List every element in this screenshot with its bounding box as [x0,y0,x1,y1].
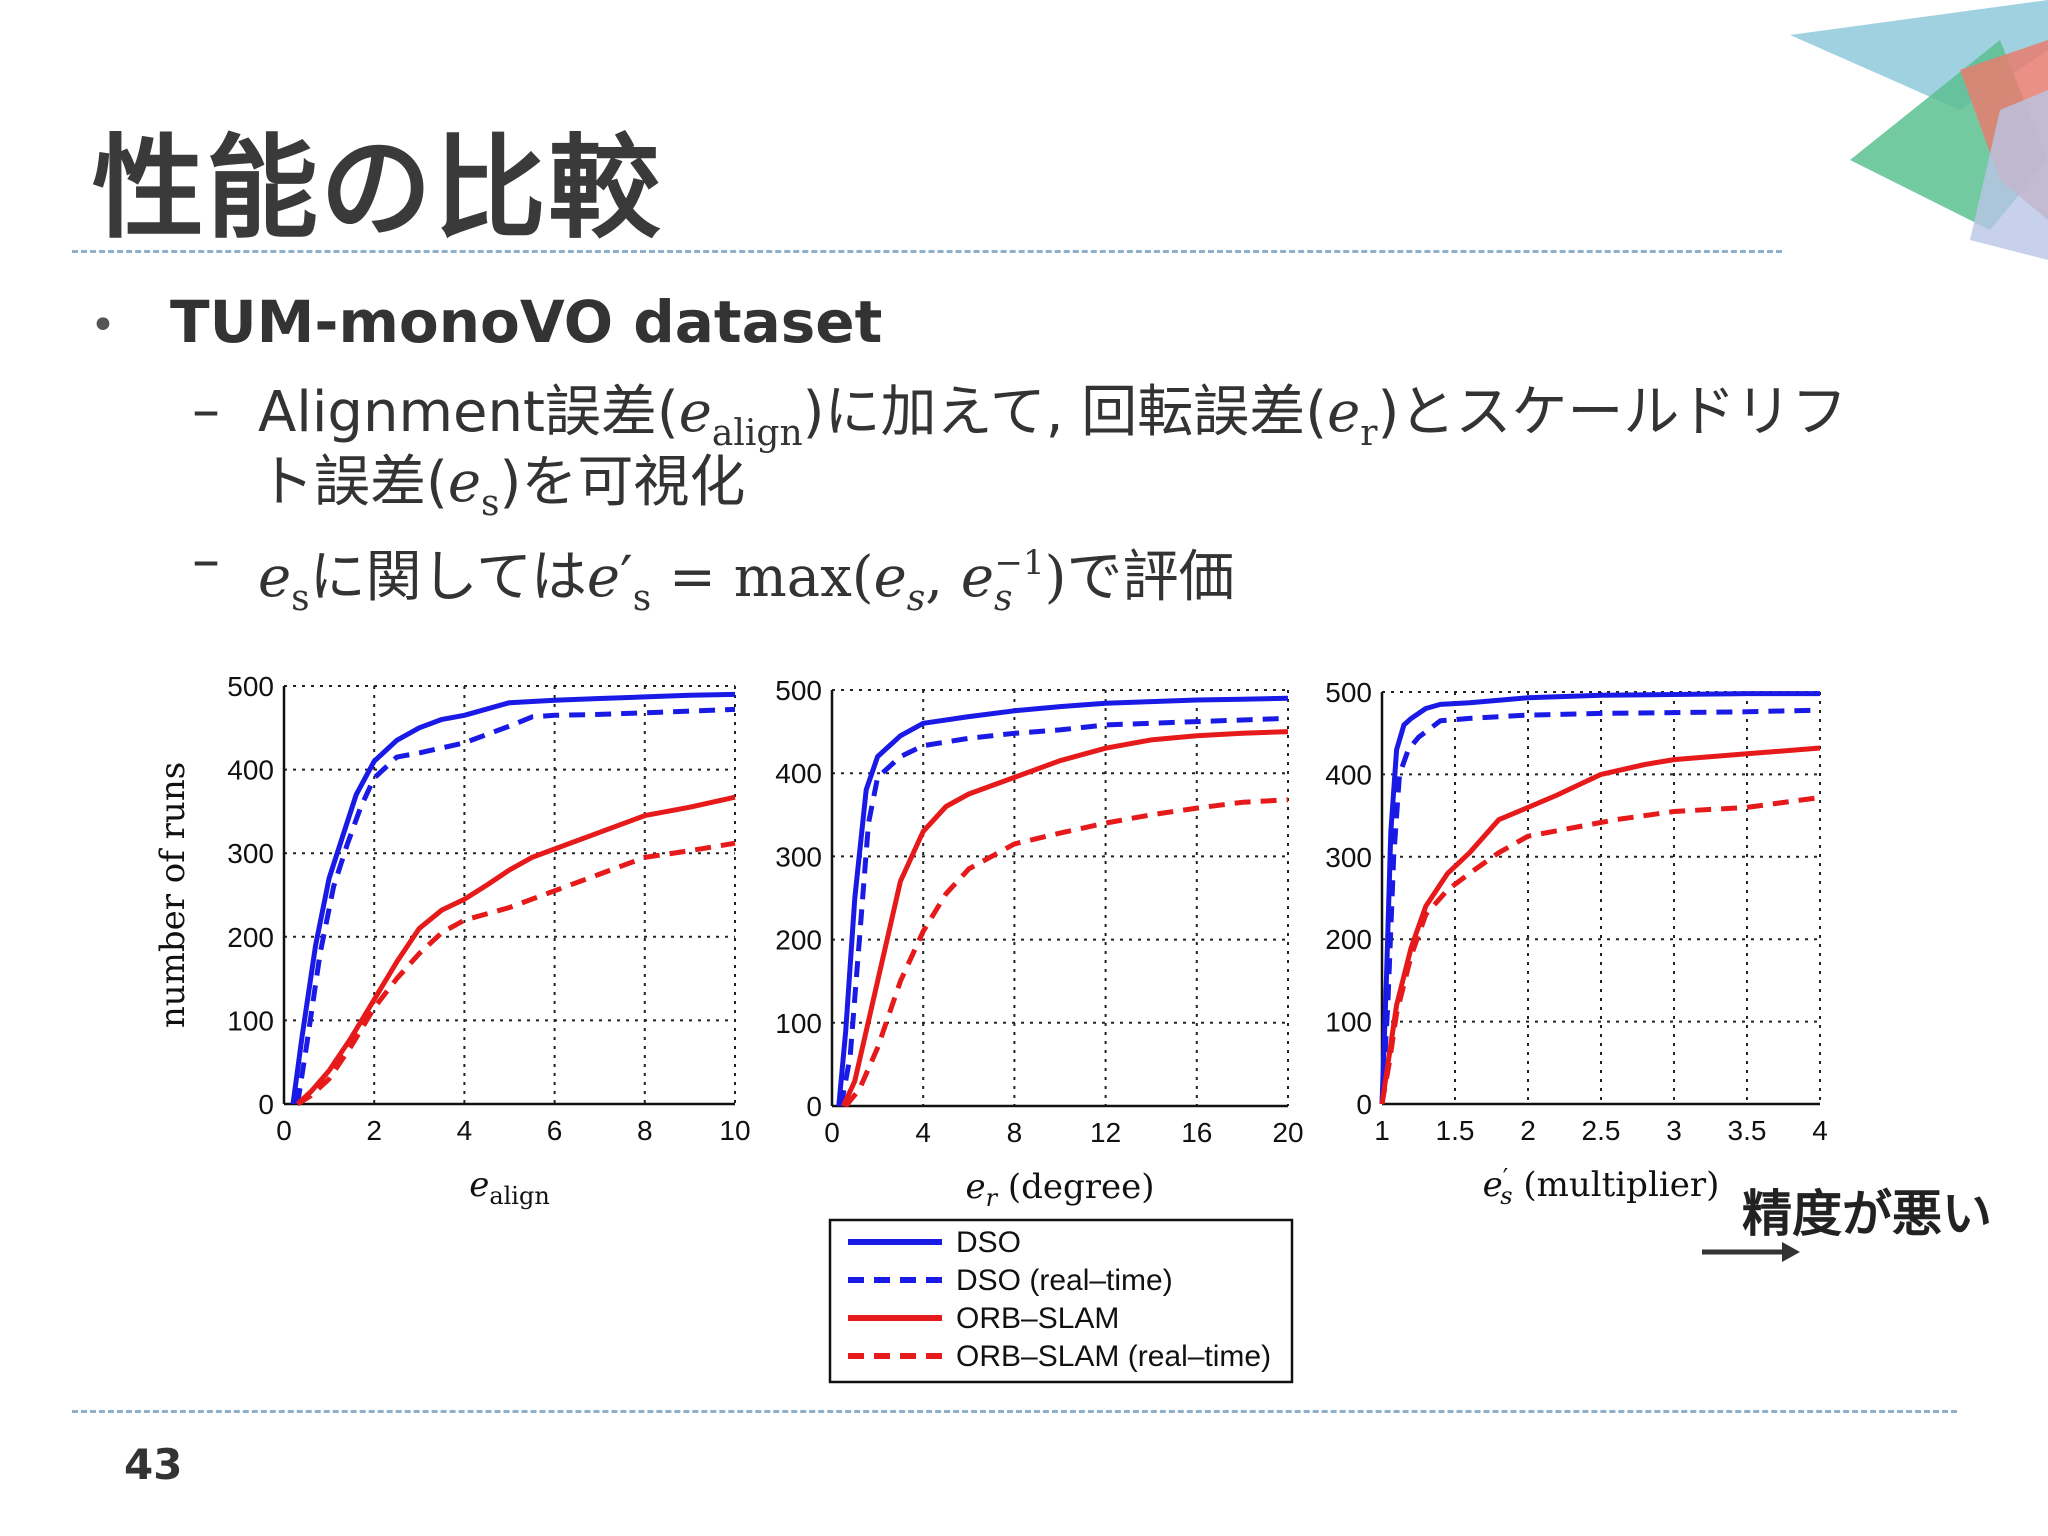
worse-accuracy-label: 精度が悪い [1742,1185,1992,1243]
bullet-heading: TUM-monoVO dataset [170,288,882,356]
y-axis-label: number of runs [153,762,193,1028]
legend-label: ORB–SLAM (real–time) [956,1340,1271,1373]
sub-bullet-1-line2: ト誤差(es)を可視化 [258,450,746,524]
series-line-orb-slam [295,794,736,1106]
y-tick-label: 500 [1325,677,1372,708]
series-line-dso-real-time- [295,706,736,1105]
y-tick-label: 0 [258,1089,274,1120]
title-divider [72,250,1782,253]
dash-marker-1: – [192,378,220,443]
series-line-dso-real-time- [1379,707,1821,1105]
series-line-orb-slam [841,729,1289,1108]
y-tick-label: 200 [227,922,274,953]
dash-marker-2: – [192,528,220,593]
y-tick-label: 200 [775,925,822,956]
x-tick-label: 6 [547,1115,563,1146]
x-tick-label: 20 [1272,1117,1303,1148]
x-tick-label: 1.5 [1436,1115,1475,1146]
y-tick-label: 400 [1325,759,1372,790]
page-number: 43 [124,1440,183,1489]
x-tick-label: 0 [276,1115,292,1146]
y-tick-label: 300 [1325,842,1372,873]
series-line-dso [1379,691,1820,1105]
x-tick-label: 4 [915,1117,931,1148]
y-tick-label: 100 [1325,1007,1372,1038]
x-tick-label: 8 [637,1115,653,1146]
x-tick-label: 2.5 [1582,1115,1621,1146]
series-line-orb-slam-real-time- [1379,795,1821,1105]
y-tick-label: 200 [1325,924,1372,955]
x-tick-label: 10 [719,1115,750,1146]
sub-bullet-2: esに関してはe′s = max(es, es−1)で評価 [258,543,1235,619]
legend-label: DSO (real–time) [956,1264,1173,1297]
x-axis-label: ealign [469,1165,550,1210]
y-tick-label: 500 [227,671,274,702]
legend-label: DSO [956,1226,1021,1259]
y-tick-label: 400 [227,755,274,786]
series-line-dso [290,691,736,1105]
x-tick-label: 2 [366,1115,382,1146]
x-tick-label: 4 [1812,1115,1828,1146]
x-tick-label: 3.5 [1728,1115,1767,1146]
x-axis-label: e′ s (multiplier) [1483,1164,1720,1210]
x-tick-label: 3 [1666,1115,1682,1146]
x-tick-label: 0 [824,1117,840,1148]
bullet-text: TUM-monoVO dataset [170,288,883,356]
legend-label: ORB–SLAM [956,1302,1119,1335]
y-tick-label: 500 [775,675,822,706]
series-line-orb-slam-real-time- [296,840,736,1107]
x-tick-label: 12 [1090,1117,1121,1148]
x-tick-label: 1 [1374,1115,1390,1146]
bullet-marker: • [90,300,116,351]
slide-title: 性能の比較 [92,124,662,254]
x-tick-label: 16 [1181,1117,1212,1148]
y-tick-label: 400 [775,758,822,789]
x-axis-label: er (degree) [965,1167,1154,1212]
y-tick-label: 0 [806,1091,822,1122]
x-tick-label: 2 [1520,1115,1536,1146]
x-tick-label: 8 [1007,1117,1023,1148]
sub-bullet-1: Alignment誤差(ealign)に加えて, 回転誤差(er)とスケールドリ… [258,380,1848,454]
x-tick-label: 4 [457,1115,473,1146]
series-line-orb-slam-real-time- [843,797,1289,1108]
y-tick-label: 100 [227,1005,274,1036]
y-tick-label: 100 [775,1008,822,1039]
y-tick-label: 300 [775,841,822,872]
series-line-dso [836,695,1289,1107]
footer-divider [72,1410,1957,1413]
y-tick-label: 300 [227,838,274,869]
y-tick-label: 0 [1356,1089,1372,1120]
